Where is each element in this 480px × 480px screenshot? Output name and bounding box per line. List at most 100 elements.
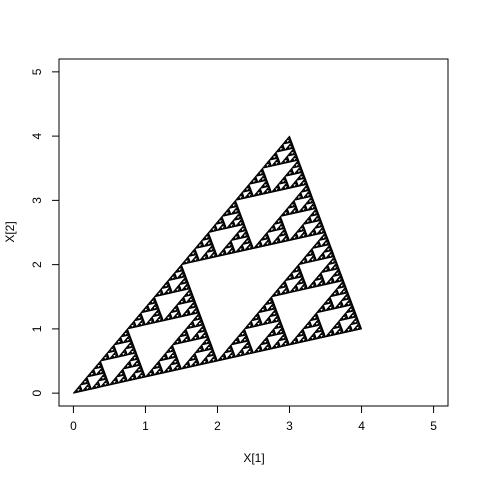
data-point-cluster	[197, 320, 202, 324]
data-point-cluster	[126, 339, 131, 343]
data-point-cluster	[291, 159, 295, 163]
data-point-cluster	[181, 366, 185, 370]
data-point-cluster	[238, 193, 242, 197]
data-point-cluster	[346, 300, 350, 304]
data-point-cluster	[250, 351, 254, 354]
data-point-cluster	[286, 140, 290, 144]
data-point-cluster	[278, 145, 283, 149]
data-point-cluster	[266, 230, 270, 233]
data-point-cluster	[239, 196, 243, 200]
data-point-cluster	[112, 352, 116, 356]
data-point-cluster	[299, 278, 303, 282]
data-point-cluster	[135, 376, 140, 380]
data-point-cluster	[175, 364, 179, 368]
data-point-cluster	[255, 317, 259, 321]
data-point-cluster	[160, 292, 164, 296]
data-point-cluster	[286, 343, 290, 346]
data-point-cluster	[192, 337, 196, 341]
data-point-cluster	[300, 281, 304, 285]
data-point-cluster	[345, 303, 349, 307]
data-point-cluster	[263, 181, 267, 185]
data-point-cluster	[194, 246, 198, 250]
data-point-cluster	[345, 329, 349, 333]
data-point-cluster	[289, 172, 293, 176]
data-point-cluster	[155, 310, 159, 314]
data-point-cluster	[337, 276, 341, 280]
data-point-cluster	[300, 209, 304, 213]
data-point-cluster	[120, 334, 124, 338]
data-point-cluster	[256, 346, 260, 350]
data-point-cluster	[83, 378, 87, 382]
data-point-cluster	[296, 272, 301, 276]
data-point-cluster	[151, 320, 155, 324]
data-point-cluster	[120, 373, 124, 377]
data-point-cluster	[93, 366, 97, 370]
data-point-cluster	[237, 236, 241, 240]
data-point-cluster	[214, 222, 218, 225]
data-point-cluster	[124, 353, 128, 356]
data-point-cluster	[187, 312, 191, 316]
data-point-cluster	[162, 318, 167, 322]
data-point-cluster	[194, 337, 198, 341]
data-point-cluster	[133, 318, 137, 322]
data-point-cluster	[88, 374, 92, 378]
data-point-cluster	[203, 341, 207, 345]
data-point-cluster	[188, 296, 193, 300]
data-point-cluster	[172, 342, 176, 346]
data-point-cluster	[115, 355, 119, 358]
data-point-cluster	[158, 358, 162, 362]
data-point-cluster	[239, 236, 243, 239]
data-point-cluster	[266, 190, 270, 194]
data-point-cluster	[169, 349, 173, 353]
data-point-cluster	[338, 292, 342, 296]
data-point-cluster	[298, 196, 302, 200]
data-point-cluster	[301, 232, 305, 235]
data-point-cluster	[313, 336, 317, 340]
data-point-cluster	[209, 246, 213, 250]
data-point-cluster	[108, 382, 113, 386]
data-point-cluster	[115, 341, 119, 345]
data-point-cluster	[181, 314, 185, 318]
data-point-cluster	[184, 362, 188, 366]
data-point-cluster	[174, 361, 178, 365]
data-point-cluster	[248, 247, 252, 251]
data-point-cluster	[117, 380, 122, 384]
data-point-cluster	[346, 326, 350, 330]
data-point-cluster	[165, 291, 169, 295]
data-point-cluster	[320, 335, 324, 339]
data-point-cluster	[318, 329, 322, 333]
data-point-cluster	[81, 382, 86, 386]
data-point-cluster	[239, 249, 243, 253]
data-point-cluster	[298, 288, 302, 292]
data-point-cluster	[289, 205, 293, 209]
data-point-cluster	[343, 330, 347, 334]
data-point-cluster	[182, 330, 186, 334]
data-point-cluster	[311, 259, 315, 263]
data-point-cluster	[304, 221, 308, 225]
data-point-cluster	[184, 258, 188, 262]
data-point-cluster	[167, 317, 171, 321]
data-point-cluster	[295, 184, 299, 188]
data-point-cluster	[102, 358, 106, 361]
data-point-cluster	[275, 325, 279, 329]
data-point-cluster	[291, 289, 295, 293]
data-point-cluster	[129, 352, 133, 355]
data-point-cluster	[248, 194, 252, 198]
data-point-cluster	[187, 358, 191, 362]
data-point-cluster	[259, 179, 263, 183]
data-point-cluster	[269, 304, 274, 308]
x-axis-label: X[1]	[243, 451, 264, 465]
data-point-cluster	[187, 299, 191, 303]
data-point-cluster	[172, 277, 176, 281]
data-point-cluster	[230, 238, 234, 241]
data-point-cluster	[203, 335, 207, 339]
data-point-cluster	[144, 309, 149, 313]
data-point-cluster	[330, 258, 334, 262]
data-point-cluster	[327, 255, 331, 259]
data-point-cluster	[271, 307, 275, 311]
data-point-cluster	[284, 291, 288, 295]
data-point-cluster	[129, 378, 133, 382]
data-point-cluster	[196, 363, 200, 366]
data-point-cluster	[208, 243, 212, 247]
